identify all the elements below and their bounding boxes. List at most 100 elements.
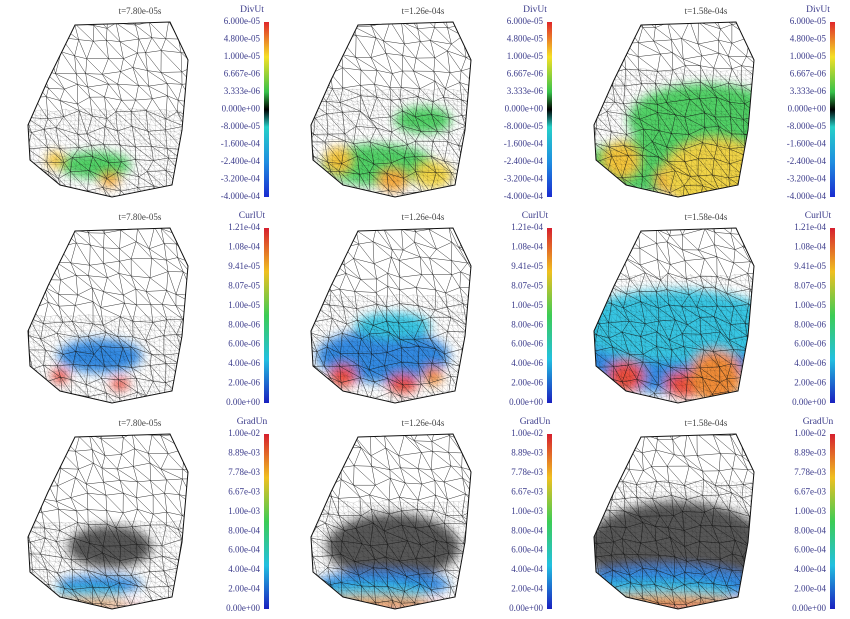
colorbar — [547, 22, 552, 197]
colorbar-tick-label: 8.00e-06 — [794, 319, 826, 329]
colorbar-tick-label: 6.00e-04 — [228, 545, 260, 555]
field — [594, 289, 754, 402]
colorbar-tick-label: 1.00e-05 — [794, 300, 826, 310]
colorbar-tick-label: 6.67e-03 — [511, 486, 543, 496]
colorbar-tick-label: 8.89e-03 — [511, 448, 543, 458]
colorbar-title: DivUt — [806, 5, 830, 15]
colorbar-title: GradUn — [237, 417, 268, 427]
colorbar-tick-label: 1.08e-04 — [511, 242, 543, 252]
colorbar-tick-label: -4.000e-04 — [787, 191, 827, 201]
mesh-outline — [27, 21, 189, 198]
colorbar — [830, 434, 835, 609]
mesh-fill — [28, 434, 188, 609]
colorbar-tick-label: 4.00e-06 — [511, 358, 543, 368]
colorbar-tick-label: 1.08e-04 — [794, 242, 826, 252]
field-blob — [394, 106, 452, 134]
field-blob — [594, 601, 754, 609]
time-label: t=1.58e-04s — [685, 418, 728, 428]
colorbar-title: GradUn — [803, 417, 834, 427]
mesh — [594, 22, 754, 197]
colorbar-tick-label: -2.400e-04 — [221, 156, 261, 166]
colorbar-tick-label: 8.00e-04 — [228, 525, 260, 535]
colorbar-tick-label: 6.00e-06 — [794, 339, 826, 349]
colorbar-tick-label: 8.00e-04 — [511, 525, 543, 535]
colorbar-tick-label: 2.00e-04 — [511, 584, 543, 594]
mesh-lines — [594, 68, 754, 197]
colorbar-tick-label: -2.400e-04 — [787, 156, 827, 166]
colorbar-tick-label: 0.000e+00 — [505, 104, 544, 114]
colorbar-tick-label: 3.333e-06 — [790, 86, 827, 96]
colorbar-tick-label: 8.07e-05 — [511, 280, 543, 290]
colorbar-title: CurlUt — [805, 211, 832, 221]
colorbar-tick-label: 1.00e-02 — [511, 428, 543, 438]
colorbar-tick-label: 1.00e-02 — [228, 428, 260, 438]
colorbar-tick-label: 3.333e-06 — [224, 86, 261, 96]
colorbar — [264, 434, 269, 609]
mesh-outline — [310, 227, 472, 404]
colorbar-tick-label: 1.00e-03 — [228, 506, 260, 516]
colorbar-tick-label: 2.00e-04 — [794, 584, 826, 594]
colorbar-tick-label: -4.000e-04 — [221, 191, 261, 201]
colorbar-tick-label: 7.78e-03 — [228, 467, 260, 477]
colorbar-tick-label: 1.21e-04 — [794, 222, 826, 232]
colorbar-tick-label: 1.00e-05 — [511, 300, 543, 310]
colorbar-tick-label: 6.67e-03 — [228, 486, 260, 496]
colorbar-tick-label: 4.800e-05 — [790, 34, 827, 44]
time-label: t=1.26e-04s — [402, 212, 445, 222]
colorbar-tick-label: 1.21e-04 — [511, 222, 543, 232]
field-blob — [414, 161, 452, 189]
field-blob — [59, 151, 131, 179]
colorbar-tick-label: 1.00e-03 — [794, 506, 826, 516]
time-label: t=1.26e-04s — [402, 418, 445, 428]
colorbar-tick-label: 4.00e-04 — [228, 564, 260, 574]
colorbar-title: DivUt — [523, 5, 547, 15]
colorbar-tick-label: 1.21e-04 — [228, 222, 260, 232]
colorbar-tick-label: 1.000e-05 — [507, 51, 544, 61]
mesh-outline — [593, 21, 755, 198]
colorbar-tick-label: -4.000e-04 — [504, 191, 544, 201]
mesh-lines — [28, 22, 188, 197]
colorbar-tick-label: -3.200e-04 — [787, 174, 827, 184]
time-label: t=1.58e-04s — [685, 212, 728, 222]
colorbar — [264, 228, 269, 403]
colorbar-tick-label: 0.00e+00 — [509, 603, 543, 613]
field-blob — [316, 584, 430, 600]
time-label: t=7.80e-05s — [119, 418, 162, 428]
colorbar-tick-label: 4.00e-04 — [794, 564, 826, 574]
colorbar-tick-label: 6.000e-05 — [224, 16, 261, 26]
colorbar — [547, 228, 552, 403]
colorbar-tick-label: 2.00e-06 — [794, 378, 826, 388]
colorbar-title: CurlUt — [522, 211, 549, 221]
colorbar-tick-label: 1.00e-02 — [794, 428, 826, 438]
colorbar-tick-label: 8.89e-03 — [228, 448, 260, 458]
mesh-lines — [311, 228, 471, 403]
colorbar-tick-label: 2.00e-06 — [511, 378, 543, 388]
mesh-outline — [27, 433, 189, 610]
colorbar-tick-label: -3.200e-04 — [221, 174, 261, 184]
colorbar — [547, 434, 552, 609]
colorbar-tick-label: 4.00e-04 — [511, 564, 543, 574]
time-label: t=7.80e-05s — [119, 6, 162, 16]
colorbar-tick-label: -1.600e-04 — [504, 139, 544, 149]
colorbar-tick-label: 4.00e-06 — [228, 358, 260, 368]
colorbar-tick-label: 3.333e-06 — [507, 86, 544, 96]
colorbar-tick-label: 0.00e+00 — [509, 397, 543, 407]
time-label: t=1.26e-04s — [402, 6, 445, 16]
colorbar-tick-label: 2.00e-06 — [228, 378, 260, 388]
field-blob — [316, 602, 450, 608]
colorbar-title: GradUn — [520, 417, 551, 427]
field-blob — [628, 83, 754, 157]
mesh-outline — [310, 21, 472, 198]
mesh — [311, 22, 471, 197]
colorbar — [830, 228, 835, 403]
mesh-fill — [28, 22, 188, 197]
time-label: t=7.80e-05s — [119, 212, 162, 222]
